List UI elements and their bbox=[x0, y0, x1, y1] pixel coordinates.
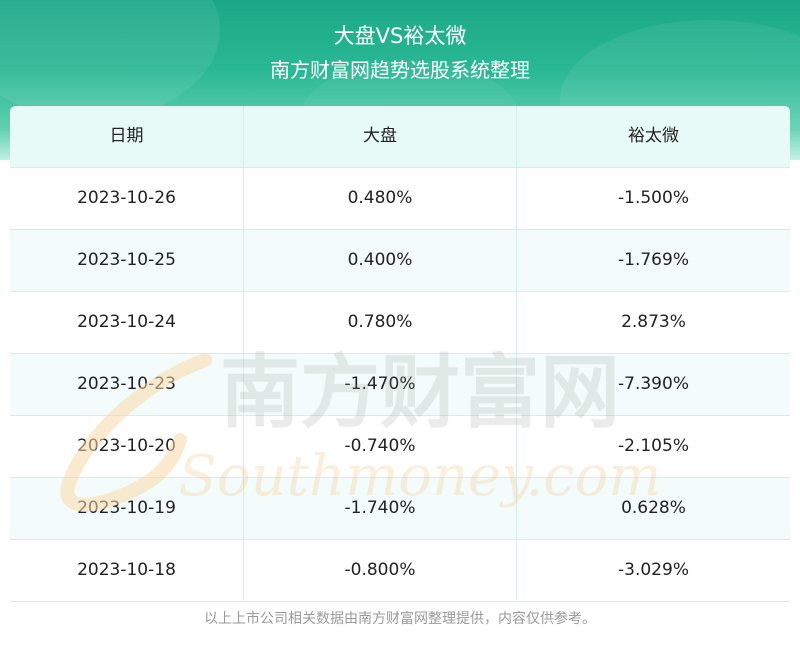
table-row: 2023-10-23 -1.470% -7.390% bbox=[10, 354, 790, 416]
stock-change-cell: -2.105% bbox=[516, 416, 790, 477]
table-row: 2023-10-19 -1.740% 0.628% bbox=[10, 478, 790, 540]
table-header-row: 日期 大盘 裕太微 bbox=[10, 106, 790, 168]
table-row: 2023-10-24 0.780% 2.873% bbox=[10, 292, 790, 354]
column-header-date: 日期 bbox=[109, 126, 144, 146]
disclaimer-text: 以上上市公司相关数据由南方财富网整理提供，内容仅供参考。 bbox=[204, 611, 596, 627]
table-row: 2023-10-26 0.480% -1.500% bbox=[10, 168, 790, 230]
stock-change-cell: -1.769% bbox=[516, 230, 790, 291]
stock-change-cell: -7.390% bbox=[516, 354, 790, 415]
table-row: 2023-10-20 -0.740% -2.105% bbox=[10, 416, 790, 478]
stock-change-cell: -3.029% bbox=[516, 540, 790, 601]
market-change-cell: -1.740% bbox=[243, 478, 516, 539]
market-change-cell: -1.470% bbox=[243, 354, 516, 415]
page-title: 大盘VS裕太微 bbox=[333, 24, 467, 48]
date-cell: 2023-10-18 bbox=[77, 560, 176, 580]
column-header-market: 大盘 bbox=[243, 106, 516, 167]
market-change-cell: -0.800% bbox=[243, 540, 516, 601]
market-change-cell: 0.480% bbox=[243, 168, 516, 229]
market-change-cell: 0.400% bbox=[243, 230, 516, 291]
stock-change-cell: 0.628% bbox=[516, 478, 790, 539]
date-cell: 2023-10-25 bbox=[77, 250, 176, 270]
market-change-cell: -0.740% bbox=[243, 416, 516, 477]
date-cell: 2023-10-19 bbox=[77, 498, 176, 518]
stock-change-cell: 2.873% bbox=[516, 292, 790, 353]
date-cell: 2023-10-20 bbox=[77, 436, 176, 456]
date-cell: 2023-10-24 bbox=[77, 312, 176, 332]
comparison-table: 日期 大盘 裕太微 2023-10-26 0.480% -1.500% 2023… bbox=[10, 106, 790, 602]
table-row: 2023-10-18 -0.800% -3.029% bbox=[10, 540, 790, 602]
table-row: 2023-10-25 0.400% -1.769% bbox=[10, 230, 790, 292]
column-header-stock: 裕太微 bbox=[516, 106, 790, 167]
market-change-cell: 0.780% bbox=[243, 292, 516, 353]
date-cell: 2023-10-23 bbox=[77, 374, 176, 394]
page-subtitle: 南方财富网趋势选股系统整理 bbox=[270, 58, 530, 82]
stock-change-cell: -1.500% bbox=[516, 168, 790, 229]
date-cell: 2023-10-26 bbox=[77, 188, 176, 208]
